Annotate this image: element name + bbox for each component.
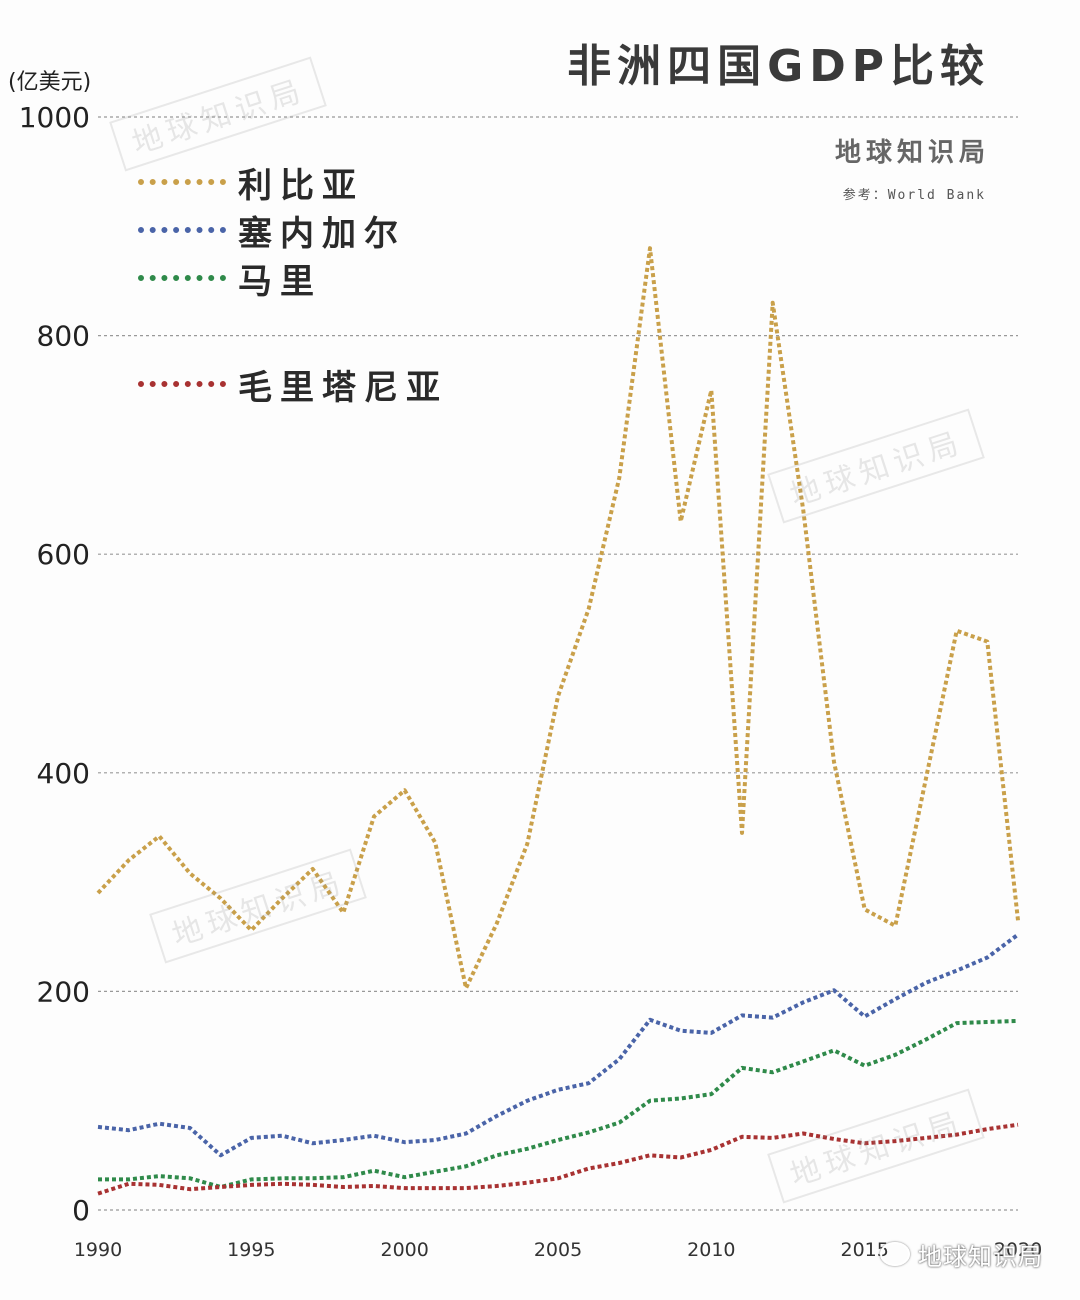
legend-item-senegal: 塞内加尔 — [138, 210, 406, 254]
legend-swatch-mali — [138, 275, 226, 281]
footer-watermark: 地球知识局 — [880, 1236, 1043, 1272]
legend-swatch-mauritania — [138, 381, 226, 387]
source-label: 参考：World Bank — [842, 188, 986, 203]
chat-bubble-icon — [880, 1242, 910, 1266]
x-tick-labels: 1990 1995 2000 2005 2010 2015 2020 — [74, 1239, 1042, 1261]
y-tick-labels: 0 200 400 600 800 1000 — [19, 101, 90, 1227]
y-tick-label-400: 400 — [37, 757, 90, 790]
x-tick-label-1995: 1995 — [227, 1239, 275, 1261]
y-tick-label-200: 200 — [37, 975, 90, 1008]
series-line-1 — [97, 932, 1020, 1158]
footer-watermark-text: 地球知识局 — [918, 1242, 1043, 1271]
legend-item-libya: 利比亚 — [138, 162, 364, 206]
series-line-2 — [98, 1018, 1019, 1189]
y-tick-label-800: 800 — [37, 320, 90, 353]
x-tick-label-2005: 2005 — [534, 1239, 582, 1261]
x-tick-label-2010: 2010 — [687, 1239, 735, 1261]
brand-label: 地球知识局 — [834, 138, 990, 168]
y-tick-label-1000: 1000 — [19, 101, 90, 134]
series-lines — [96, 246, 1020, 1196]
legend-label-mali: 马里 — [238, 261, 322, 302]
legend-swatch-libya — [138, 179, 226, 185]
legend-swatch-senegal — [138, 227, 226, 233]
series-line-3 — [97, 1122, 1019, 1196]
y-tick-label-0: 0 — [72, 1194, 90, 1227]
legend-item-mali: 马里 — [138, 258, 322, 302]
x-tick-label-2000: 2000 — [380, 1239, 428, 1261]
series-line-0 — [96, 246, 1020, 991]
legend-item-mauritania: 毛里塔尼亚 — [138, 364, 448, 408]
chart-title: 非洲四国GDP比较 — [567, 41, 990, 92]
legend-label-libya: 利比亚 — [238, 165, 364, 206]
y-tick-label-600: 600 — [37, 538, 90, 571]
legend-label-mauritania: 毛里塔尼亚 — [238, 367, 448, 408]
legend-label-senegal: 塞内加尔 — [238, 213, 406, 254]
x-tick-label-2020: 2020 — [994, 1239, 1042, 1261]
y-axis-unit-label: (亿美元) — [8, 70, 92, 95]
x-tick-label-1990: 1990 — [74, 1239, 122, 1261]
x-tick-label-2015: 2015 — [840, 1239, 888, 1261]
